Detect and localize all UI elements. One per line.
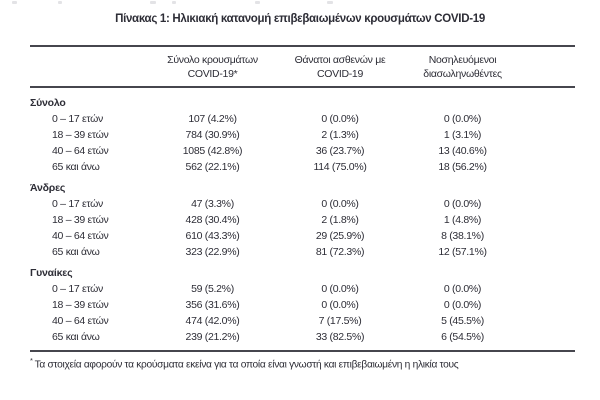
table-header-row: Σύνολο κρουσμάτων COVID-19* Θάνατοι ασθε…: [30, 45, 575, 88]
section-label-women: Γυναίκες: [30, 267, 73, 279]
intubated-cell: 5 (45.5%): [441, 315, 484, 327]
deaths-cell: 2 (1.8%): [321, 214, 359, 226]
header-deaths-line2: COVID-19: [316, 68, 364, 80]
age-cell: 18 – 39 ετών: [52, 299, 109, 311]
deaths-cell: 7 (17.5%): [318, 315, 362, 327]
table-row: 65 και άνω 562 (22.1%) 114 (75.0%) 18 (5…: [30, 159, 575, 175]
intubated-cell: 13 (40.6%): [438, 145, 487, 157]
intubated-cell: 0 (0.0%): [443, 198, 482, 210]
deaths-cell: 0 (0.0%): [321, 283, 359, 295]
header-deaths-line1: Θάνατοι ασθενών με: [294, 54, 386, 66]
cases-cell: 784 (30.9%): [185, 129, 240, 141]
age-cell: 65 και άνω: [52, 161, 100, 173]
age-cell: 0 – 17 ετών: [52, 113, 103, 125]
age-cell: 40 – 64 ετών: [52, 230, 109, 242]
table-row: 0 – 17 ετών 59 (5.2%) 0 (0.0%) 0 (0.0%): [30, 281, 575, 297]
intubated-cell: 0 (0.0%): [443, 299, 482, 311]
cases-cell: 562 (22.1%): [185, 161, 240, 173]
age-cell: 40 – 64 ετών: [52, 145, 109, 157]
table-row: 40 – 64 ετών 610 (43.3%) 29 (25.9%) 8 (3…: [30, 228, 575, 244]
intubated-cell: 1 (4.8%): [443, 214, 482, 226]
header-intubated: Νοσηλευόμενοι διασωληνωθέντες: [400, 53, 525, 81]
age-cell: 40 – 64 ετών: [52, 315, 109, 327]
header-total-cases-line2: COVID-19*: [187, 68, 238, 80]
intubated-cell: 1 (3.1%): [443, 129, 482, 141]
age-cell: 65 και άνω: [52, 331, 100, 343]
footnote-asterisk: *: [30, 356, 33, 365]
table-row: 18 – 39 ετών 784 (30.9%) 2 (1.3%) 1 (3.1…: [30, 127, 575, 143]
header-total-cases-line1: Σύνολο κρουσμάτων: [167, 54, 258, 66]
deaths-cell: 0 (0.0%): [321, 198, 359, 210]
cases-cell: 323 (22.9%): [185, 246, 240, 258]
age-cell: 65 και άνω: [52, 246, 100, 258]
intubated-cell: 0 (0.0%): [443, 283, 482, 295]
age-cell: 18 – 39 ετών: [52, 214, 109, 226]
deaths-cell: 114 (75.0%): [313, 161, 367, 173]
deaths-cell: 33 (82.5%): [315, 331, 365, 343]
header-intubated-line1: Νοσηλευόμενοι: [428, 54, 497, 66]
footnote-text: Τα στοιχεία αφορούν τα κρούσματα εκείνα …: [34, 359, 459, 371]
age-cell: 0 – 17 ετών: [52, 198, 103, 210]
table-row: 18 – 39 ετών 428 (30.4%) 2 (1.8%) 1 (4.8…: [30, 212, 575, 228]
intubated-cell: 8 (38.1%): [441, 230, 484, 242]
age-cell: 0 – 17 ετών: [52, 283, 103, 295]
deaths-cell: 29 (25.9%): [315, 230, 365, 242]
intubated-cell: 0 (0.0%): [443, 113, 482, 125]
intubated-cell: 6 (54.5%): [441, 331, 484, 343]
table-footnote: * Τα στοιχεία αφορούν τα κρούσματα εκείνα…: [30, 356, 575, 370]
deaths-cell: 0 (0.0%): [321, 299, 359, 311]
cases-cell: 474 (42.0%): [185, 315, 240, 327]
table-body: Σύνολο 0 – 17 ετών 107 (4.2%) 0 (0.0%) 0…: [30, 88, 575, 352]
table-row: 0 – 17 ετών 107 (4.2%) 0 (0.0%) 0 (0.0%): [30, 111, 575, 127]
deaths-cell: 0 (0.0%): [321, 113, 359, 125]
header-total-cases: Σύνολο κρουσμάτων COVID-19*: [145, 53, 280, 81]
covid-age-table: Σύνολο κρουσμάτων COVID-19* Θάνατοι ασθε…: [30, 45, 575, 370]
section-label-men: Άνδρες: [30, 182, 66, 194]
header-deaths: Θάνατοι ασθενών με COVID-19: [280, 53, 400, 81]
intubated-cell: 18 (56.2%): [438, 161, 487, 173]
header-intubated-line2: διασωληνωθέντες: [423, 68, 502, 80]
cases-cell: 356 (31.6%): [185, 299, 240, 311]
cases-cell: 1085 (42.8%): [182, 145, 243, 157]
table-row: 40 – 64 ετών 1085 (42.8%) 36 (23.7%) 13 …: [30, 143, 575, 159]
table-row: 0 – 17 ετών 47 (3.3%) 0 (0.0%) 0 (0.0%): [30, 196, 575, 212]
header-age-column: [30, 53, 145, 81]
cases-cell: 428 (30.4%): [185, 214, 240, 226]
cases-cell: 610 (43.3%): [185, 230, 240, 242]
table-row: 18 – 39 ετών 356 (31.6%) 0 (0.0%) 0 (0.0…: [30, 297, 575, 313]
table-title: Πίνακας 1: Ηλικιακή κατανομή επιβεβαιωμέ…: [115, 13, 485, 25]
deaths-cell: 81 (72.3%): [315, 246, 365, 258]
table-row: 65 και άνω 239 (21.2%) 33 (82.5%) 6 (54.…: [30, 329, 575, 345]
table-row: 40 – 64 ετών 474 (42.0%) 7 (17.5%) 5 (45…: [30, 313, 575, 329]
cases-cell: 239 (21.2%): [185, 331, 240, 343]
intubated-cell: 12 (57.1%): [438, 246, 487, 258]
table-row: 65 και άνω 323 (22.9%) 81 (72.3%) 12 (57…: [30, 244, 575, 260]
deaths-cell: 36 (23.7%): [315, 145, 365, 157]
deaths-cell: 2 (1.3%): [321, 129, 359, 141]
cases-cell: 59 (5.2%): [191, 283, 234, 295]
section-label-total: Σύνολο: [30, 97, 66, 109]
age-cell: 18 – 39 ετών: [52, 129, 109, 141]
cases-cell: 107 (4.2%): [188, 113, 237, 125]
cases-cell: 47 (3.3%): [191, 198, 234, 210]
